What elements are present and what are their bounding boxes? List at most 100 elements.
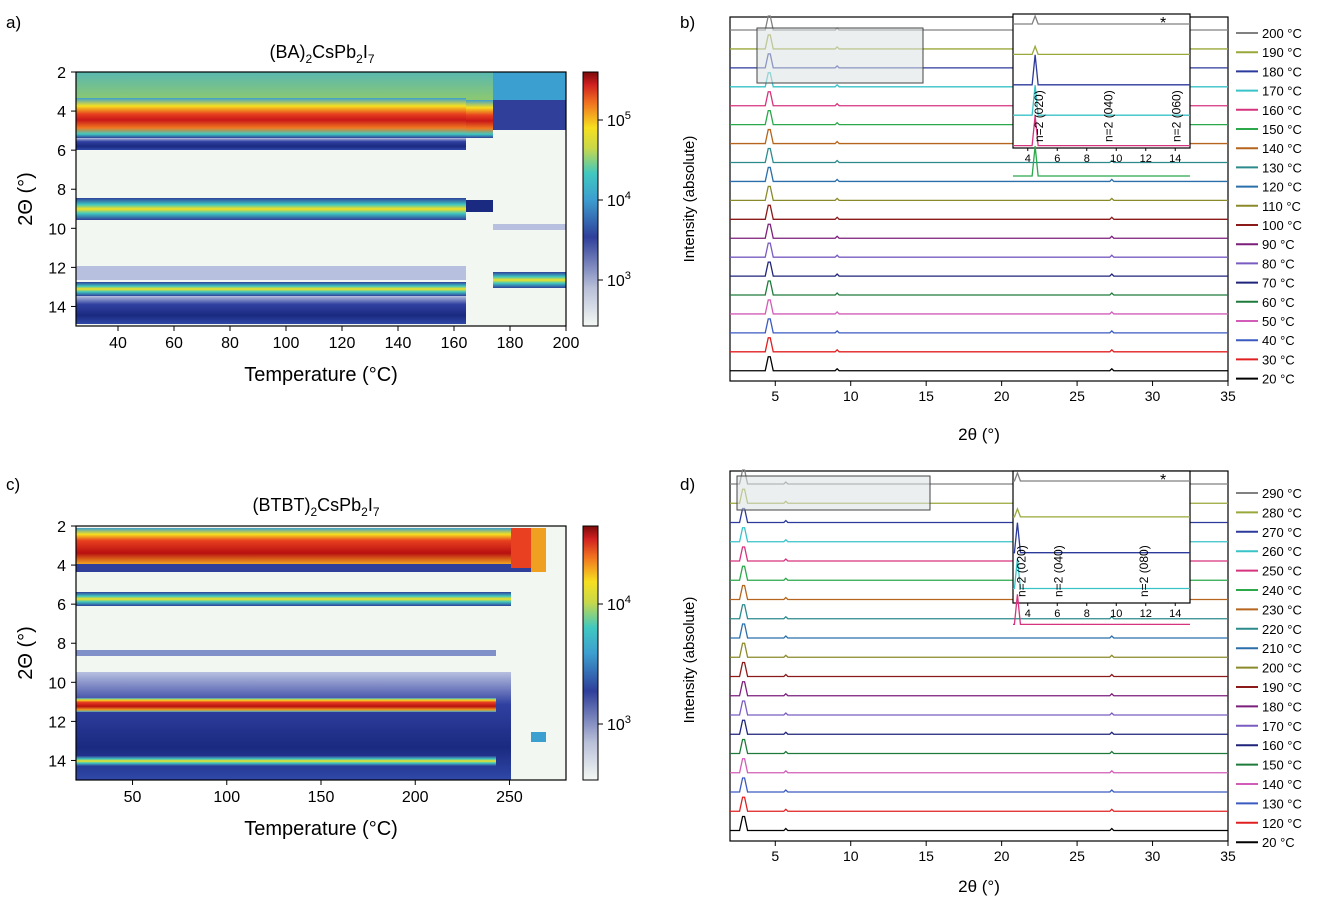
legend-label: 210 °C — [1262, 641, 1302, 656]
heatmap-a-high-t-band-13 — [493, 272, 566, 288]
x-tick-label: 15 — [918, 388, 934, 404]
xrd-trace — [730, 166, 1228, 183]
xrd-trace — [730, 147, 1228, 164]
heatmap-c-band-5-7 — [76, 592, 511, 606]
y-tick-label: 6 — [57, 143, 66, 160]
legend-label: 90 °C — [1262, 237, 1295, 252]
xrd-trace — [730, 815, 1228, 832]
y-tick-label: 8 — [57, 636, 66, 653]
xrd-b-inset-traces: 4 6 8 10 12 14 n=2 (020) n=2 (040) n=2 (060) * — [1013, 14, 1190, 177]
x-tick-label: 5 — [771, 848, 779, 864]
x-tick-label: 100 — [213, 789, 240, 806]
xrd-trace — [730, 681, 1228, 697]
xrd-trace — [730, 337, 1228, 353]
legend-label: 190 °C — [1262, 680, 1302, 695]
colorbar-tick-label: 104 — [607, 190, 631, 210]
inset-trace — [1013, 594, 1190, 626]
heatmap-c-y-ticks: 2 4 6 8 10 12 14 — [48, 519, 76, 770]
heatmap-a-band-13 — [76, 266, 466, 280]
panel-c-title: (BTBT)2CsPb2I7 — [252, 495, 379, 519]
legend-label: 170 °C — [1262, 84, 1302, 99]
legend-label: 240 °C — [1262, 583, 1302, 598]
inset-peak-label: n=2 (040) — [1051, 545, 1065, 597]
inset-trace — [1013, 85, 1190, 116]
inset-trace — [1013, 54, 1190, 86]
x-tick-label: 10 — [843, 848, 859, 864]
inset-x-tick-label: 14 — [1169, 153, 1181, 165]
xrd-d-legend: 290 °C 280 °C 270 °C 260 °C 250 °C 240 °C 230 … — [1236, 486, 1302, 850]
legend-label: 180 °C — [1262, 64, 1302, 79]
colorbar-tick-label: 105 — [607, 110, 631, 130]
legend-label: 70 °C — [1262, 276, 1295, 291]
heatmap-c-high-t-3 — [531, 732, 546, 742]
x-tick-label: 30 — [1145, 388, 1161, 404]
y-tick-label: 6 — [57, 597, 66, 614]
x-tick-label: 40 — [109, 335, 127, 352]
legend-label: 80 °C — [1262, 256, 1295, 271]
legend-label: 120 °C — [1262, 816, 1302, 831]
legend-label: 260 °C — [1262, 544, 1302, 559]
panel-d-letter: d) — [680, 475, 695, 494]
inset-trace — [1013, 558, 1190, 590]
legend-label: 100 °C — [1262, 218, 1302, 233]
heatmap-c-ylabel: 2Θ (°) — [15, 626, 37, 680]
inset-x-tick-label: 4 — [1025, 153, 1031, 165]
xrd-trace — [730, 223, 1228, 239]
legend-label: 20 °C — [1262, 372, 1295, 387]
y-tick-label: 4 — [57, 558, 66, 575]
legend-label: 140 °C — [1262, 777, 1302, 792]
colorbar-tick-label: 103 — [607, 270, 631, 290]
x-tick-label: 15 — [918, 848, 934, 864]
inset-peak-label: n=2 (020) — [1014, 545, 1028, 597]
xrd-trace — [730, 700, 1228, 716]
legend-label: 40 °C — [1262, 333, 1295, 348]
legend-label: 220 °C — [1262, 622, 1302, 637]
legend-label: 170 °C — [1262, 719, 1302, 734]
x-tick-label: 10 — [843, 388, 859, 404]
x-tick-label: 25 — [1069, 388, 1085, 404]
xrd-b-inset-frame — [1012, 13, 1191, 149]
legend-label: 270 °C — [1262, 525, 1302, 540]
panel-a-title: (BA)2CsPb2I7 — [269, 42, 374, 66]
legend-label: 50 °C — [1262, 314, 1295, 329]
heatmap-c-band-4 — [76, 564, 546, 572]
heatmap-a-y-ticks: 2 4 6 8 10 12 14 — [48, 65, 76, 316]
xrd-trace — [730, 242, 1228, 258]
y-tick-label: 12 — [48, 260, 66, 277]
legend-label: 280 °C — [1262, 505, 1302, 520]
x-tick-label: 25 — [1069, 848, 1085, 864]
inset-star: * — [1160, 472, 1166, 489]
xrd-trace — [730, 796, 1228, 812]
legend-label: 30 °C — [1262, 352, 1295, 367]
xrd-trace — [730, 356, 1228, 372]
x-tick-label: 200 — [553, 335, 580, 352]
panel-a-letter: a) — [6, 13, 21, 32]
legend-label: 230 °C — [1262, 602, 1302, 617]
heatmap-c-band-2-4 — [76, 528, 531, 570]
colorbar-a: 105 104 103 — [582, 71, 631, 327]
heatmap-a-x-ticks: 40 60 80 100 120 140 160 180 200 — [109, 326, 579, 352]
x-tick-label: 120 — [329, 335, 356, 352]
heatmap-a-frame — [75, 71, 567, 327]
xrd-trace — [730, 604, 1228, 620]
x-tick-label: 60 — [165, 335, 183, 352]
x-tick-label: 180 — [497, 335, 524, 352]
xrd-d-zoom-box — [736, 475, 931, 511]
xrd-b-inset: 4 6 8 10 12 14 n=2 (020) n=2 (040) n=2 (060) * — [1012, 13, 1191, 177]
inset-x-tick-label: 14 — [1169, 608, 1181, 620]
heatmap-a-high-t-band-10 — [493, 224, 566, 230]
colorbar-tick-label: 104 — [607, 594, 631, 614]
xrd-b-frame — [729, 16, 1229, 382]
colorbar-c-gradient — [582, 525, 599, 781]
xrd-b-zoom-box — [756, 27, 924, 84]
heatmap-a-ylabel: 2Θ (°) — [15, 172, 37, 226]
heatmap-a-band-14-5 — [76, 296, 466, 324]
legend-label: 140 °C — [1262, 141, 1302, 156]
panel-a: a) (BA)2CsPb2I7 40 60 80 100 120 140 160 180 200… — [6, 13, 631, 386]
x-tick-label: 20 — [994, 388, 1010, 404]
heatmap-c-xlabel: Temperature (°C) — [244, 818, 398, 840]
xrd-d-x-ticks: 5 10 15 20 25 30 35 — [771, 841, 1236, 864]
inset-trace — [1013, 115, 1190, 147]
inset-x-tick-label: 10 — [1110, 153, 1122, 165]
legend-label: 130 °C — [1262, 796, 1302, 811]
